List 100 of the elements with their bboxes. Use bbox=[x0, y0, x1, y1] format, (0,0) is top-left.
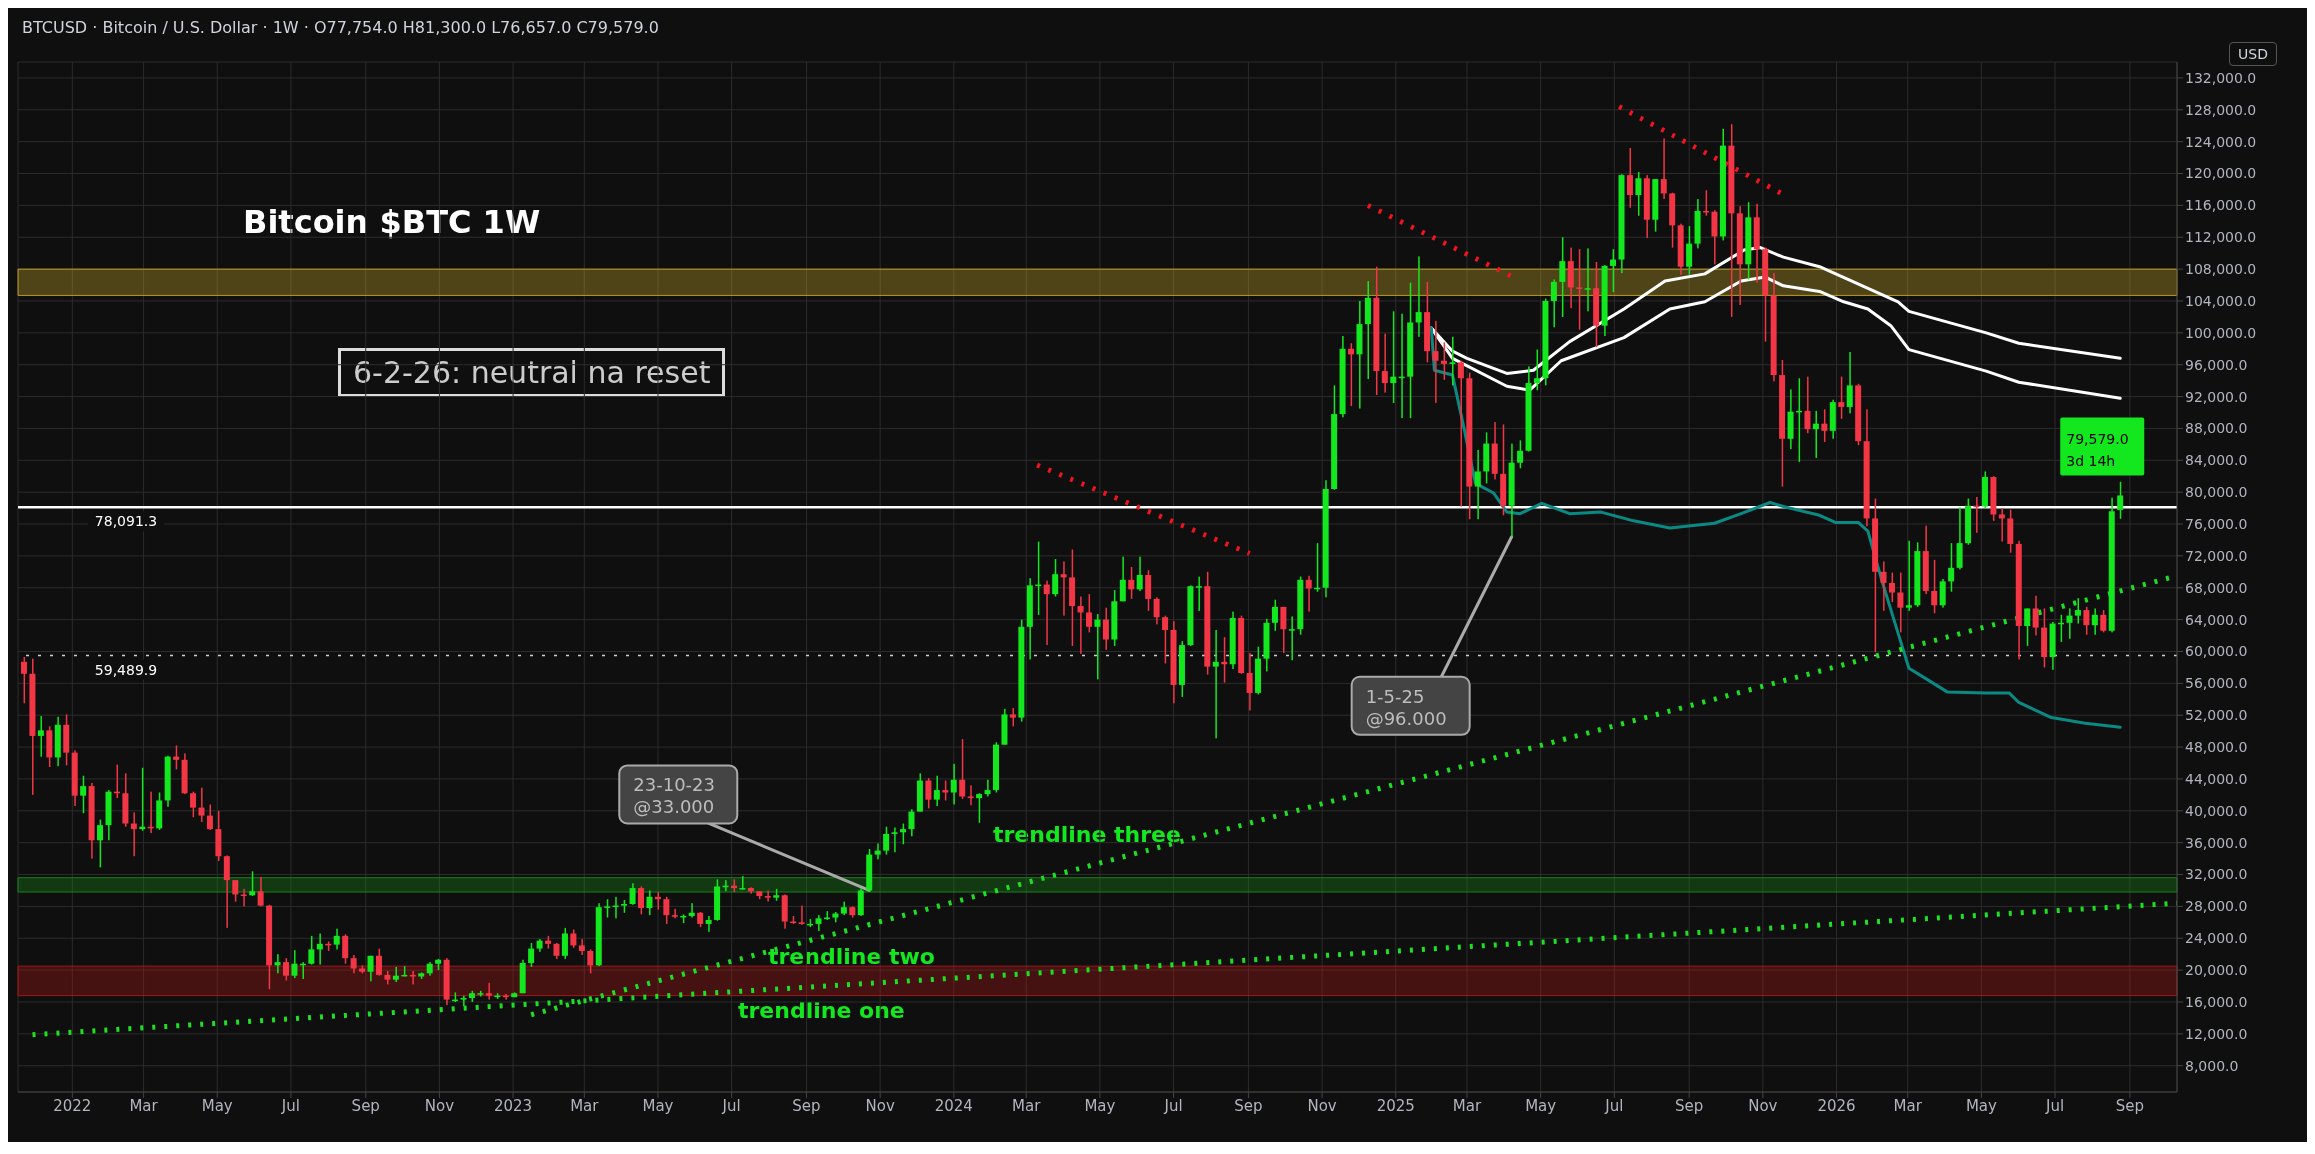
candlestick bbox=[130, 812, 137, 857]
x-tick-label: Mar bbox=[1452, 1096, 1482, 1115]
annotation: trendline two bbox=[768, 944, 935, 969]
candlestick bbox=[274, 954, 281, 974]
candlestick bbox=[1094, 614, 1101, 680]
x-tick-label: Mar bbox=[1893, 1096, 1923, 1115]
candlestick bbox=[460, 995, 467, 1006]
candlestick bbox=[1457, 360, 1464, 507]
candlestick bbox=[240, 888, 247, 907]
ref-line-label: 59,489.9 bbox=[94, 661, 158, 678]
candlestick bbox=[1474, 449, 1481, 520]
x-tick-label: May bbox=[642, 1096, 674, 1115]
y-tick-label: 124,000.0 bbox=[2185, 133, 2257, 150]
candlestick bbox=[950, 763, 957, 805]
y-tick-label: 104,000.0 bbox=[2185, 292, 2257, 309]
candlestick bbox=[1305, 575, 1312, 612]
y-tick-label: 84,000.0 bbox=[2185, 452, 2248, 469]
y-tick-label: 8,000.0 bbox=[2185, 1057, 2239, 1074]
candlestick bbox=[37, 716, 44, 757]
x-tick-label: Jul bbox=[1604, 1096, 1624, 1115]
x-tick-label: Sep bbox=[792, 1096, 821, 1115]
y-tick-label: 96,000.0 bbox=[2185, 356, 2248, 373]
y-tick-label: 92,000.0 bbox=[2185, 388, 2248, 405]
candlestick bbox=[1288, 616, 1295, 661]
annotation: trendline one bbox=[738, 998, 905, 1023]
x-tick-label: Nov bbox=[1748, 1096, 1778, 1115]
y-tick-label: 24,000.0 bbox=[2185, 930, 2248, 947]
y-tick-label: 44,000.0 bbox=[2185, 770, 2248, 787]
y-tick-label: 72,000.0 bbox=[2185, 547, 2248, 564]
y-tick-label: 52,000.0 bbox=[2185, 707, 2248, 724]
x-tick-label: Sep bbox=[2115, 1096, 2145, 1115]
x-tick-label: Jul bbox=[1163, 1096, 1183, 1115]
x-tick-label: 2023 bbox=[493, 1096, 533, 1115]
y-tick-label: 56,000.0 bbox=[2185, 675, 2248, 692]
y-tick-label: 76,000.0 bbox=[2185, 516, 2248, 532]
annotation: 1-5-25 @96.000 bbox=[1365, 685, 1447, 729]
x-tick-label: Mar bbox=[570, 1096, 600, 1115]
y-tick-label: 100,000.0 bbox=[2185, 324, 2257, 341]
candlestick bbox=[739, 876, 746, 890]
chart-subtitle: BTCUSD · Bitcoin / U.S. Dollar · 1W · O77,754.0 H81,300.0 L76,657.0 C79,579.0 bbox=[22, 18, 659, 37]
y-tick-label: 64,000.0 bbox=[2185, 611, 2248, 628]
y-tick-label: 108,000.0 bbox=[2185, 261, 2257, 278]
ref-line-label: 78,091.3 bbox=[94, 513, 158, 530]
candlestick bbox=[1415, 256, 1422, 337]
y-tick-label: 48,000.0 bbox=[2185, 739, 2248, 756]
candlestick bbox=[1998, 508, 2005, 542]
text: Bitcoin $BTC 1W bbox=[243, 203, 541, 241]
x-tick-label: 2026 bbox=[1817, 1096, 1856, 1115]
y-tick-label: 112,000.0 bbox=[2185, 229, 2257, 246]
x-tick-label: Jul bbox=[280, 1096, 300, 1115]
y-tick-label: 20,000.0 bbox=[2185, 962, 2248, 979]
x-tick-label: May bbox=[1084, 1096, 1116, 1115]
y-tick-label: 60,000.0 bbox=[2185, 643, 2248, 660]
x-tick-label: May bbox=[1965, 1096, 1998, 1115]
x-tick-label: Jul bbox=[721, 1096, 741, 1115]
candlestick bbox=[1905, 540, 1912, 611]
x-tick-label: Nov bbox=[865, 1096, 895, 1115]
x-tick-label: 2024 bbox=[934, 1096, 973, 1115]
annotation: 6-2-26: neutral na reset bbox=[338, 348, 726, 397]
x-tick-label: May bbox=[201, 1096, 233, 1115]
y-tick-label: 28,000.0 bbox=[2185, 898, 2248, 915]
candlestick bbox=[1195, 576, 1202, 611]
y-tick-label: 128,000.0 bbox=[2185, 101, 2257, 118]
x-tick-label: Sep bbox=[351, 1096, 380, 1115]
candlestick bbox=[1584, 248, 1591, 312]
y-tick-label: 32,000.0 bbox=[2185, 866, 2248, 883]
annotation: 23-10-23 @33.000 bbox=[633, 774, 715, 818]
y-tick-label: 12,000.0 bbox=[2185, 1025, 2248, 1042]
candlestick bbox=[1009, 708, 1016, 727]
candlestick bbox=[874, 843, 881, 860]
y-tick-label: 132,000.0 bbox=[2185, 69, 2257, 86]
x-tick-label: 2022 bbox=[53, 1096, 92, 1115]
candlestick bbox=[1212, 629, 1219, 739]
x-tick-label: May bbox=[1525, 1096, 1557, 1115]
y-tick-label: 68,000.0 bbox=[2185, 579, 2248, 596]
x-tick-label: Sep bbox=[1675, 1096, 1704, 1115]
candlestick bbox=[1043, 580, 1050, 646]
candlestick bbox=[198, 787, 205, 822]
candlestick bbox=[1356, 300, 1363, 409]
candlestick bbox=[984, 779, 991, 797]
candlestick bbox=[1077, 596, 1084, 654]
y-tick-label: 88,000.0 bbox=[2185, 420, 2248, 437]
y-tick-label: 36,000.0 bbox=[2185, 834, 2248, 851]
x-tick-label: Mar bbox=[1012, 1096, 1042, 1115]
x-tick-label: Mar bbox=[129, 1096, 159, 1115]
candlestick bbox=[1432, 320, 1439, 403]
annotation: trendline three bbox=[993, 822, 1181, 847]
candlestick bbox=[967, 785, 974, 806]
candlestick bbox=[316, 933, 323, 965]
y-tick-label: 80,000.0 bbox=[2185, 484, 2248, 501]
candlestick bbox=[798, 905, 805, 925]
candlestick bbox=[1812, 410, 1819, 458]
candlestick bbox=[223, 855, 230, 928]
x-tick-label: 2025 bbox=[1376, 1096, 1415, 1115]
candlestick bbox=[1449, 336, 1456, 386]
x-tick-label: Sep bbox=[1234, 1096, 1263, 1115]
candlestick bbox=[1897, 572, 1904, 633]
candlestick bbox=[764, 890, 771, 902]
candlestick bbox=[1060, 561, 1067, 616]
candlestick bbox=[688, 903, 695, 918]
